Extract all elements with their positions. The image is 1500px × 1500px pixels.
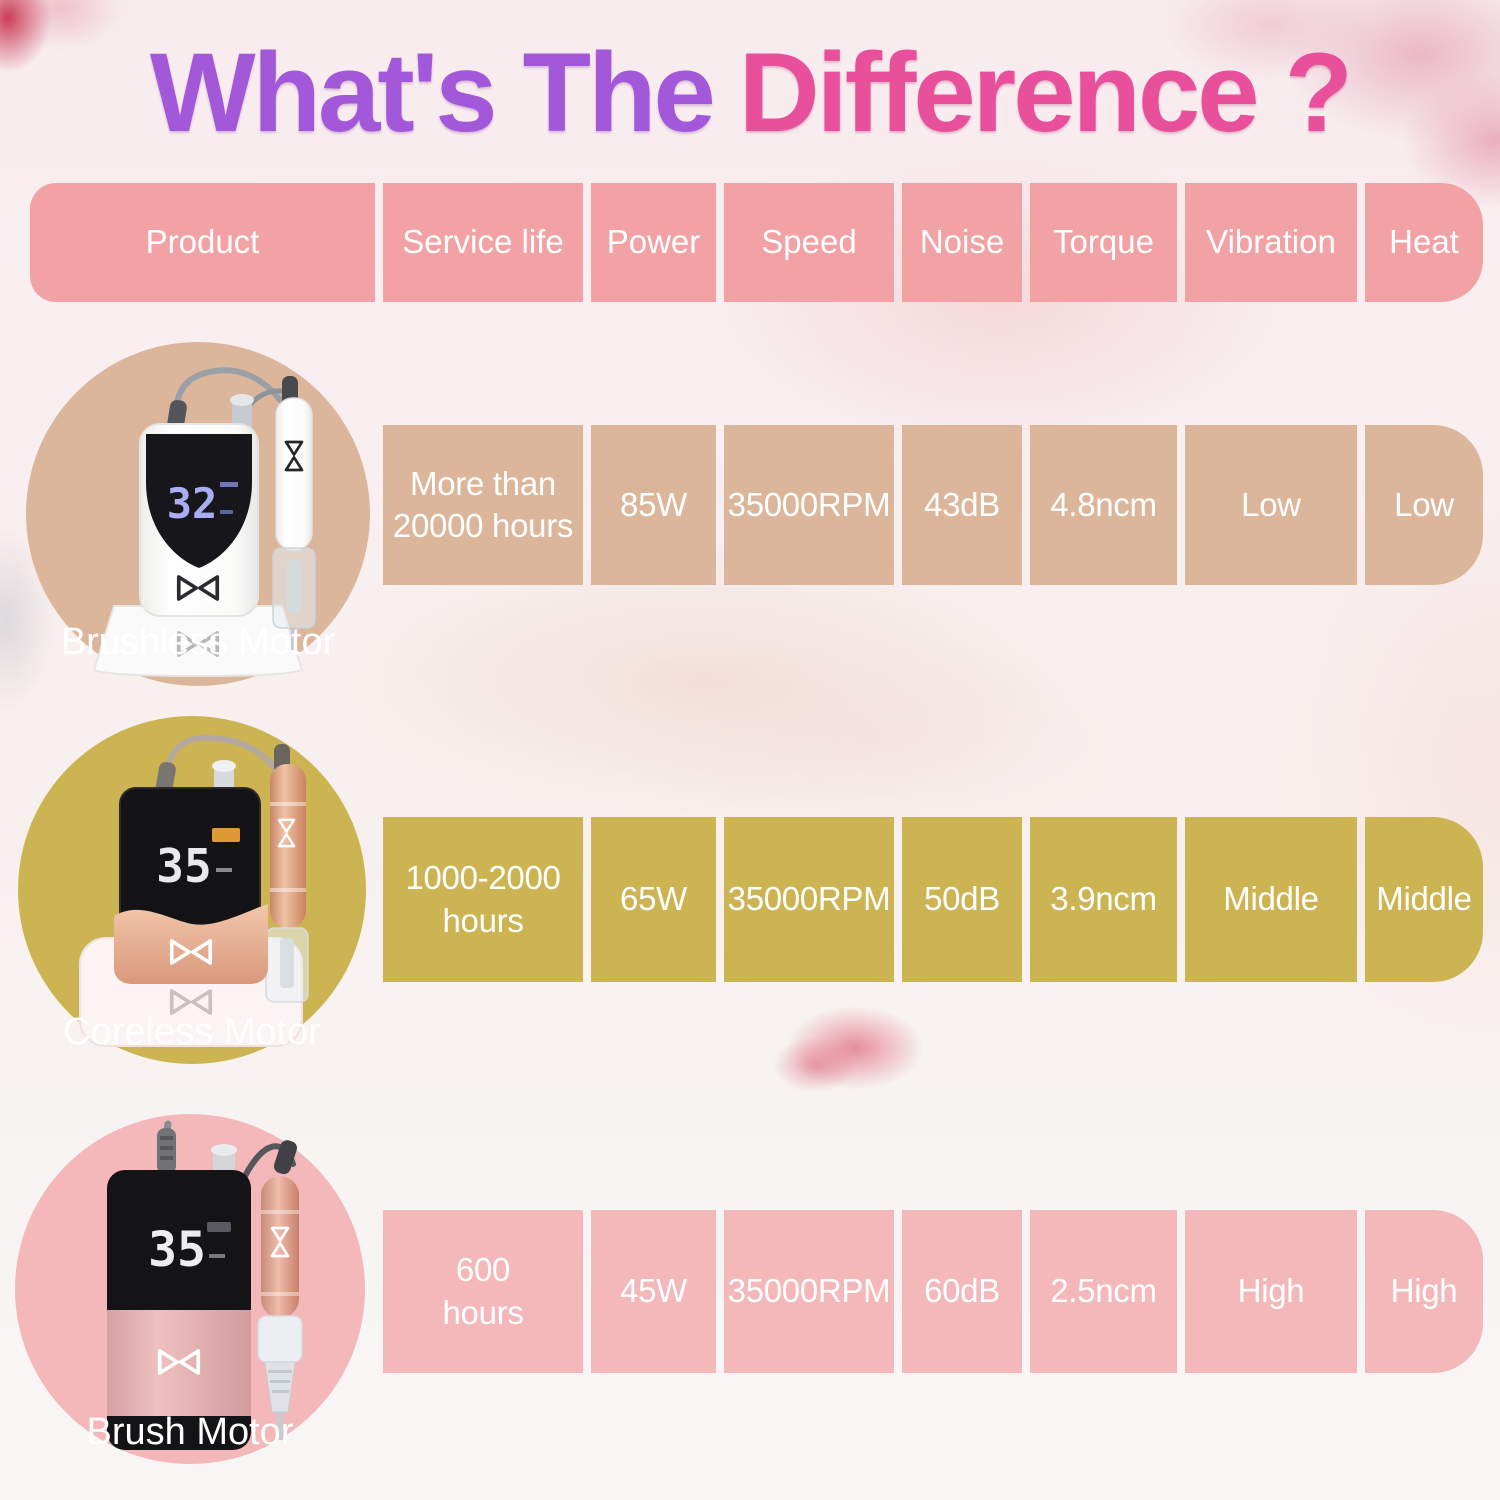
cell-brush-heat: High bbox=[1365, 1210, 1483, 1373]
service-life-line1: More than bbox=[410, 464, 556, 502]
cell-brush-noise: 60dB bbox=[902, 1210, 1022, 1373]
cell-brushless-torque: 4.8ncm bbox=[1030, 425, 1177, 585]
table-row-coreless: 1000-2000 hours 65W 35000RPM 50dB 3.9ncm… bbox=[383, 817, 1483, 982]
cell-coreless-noise: 50dB bbox=[902, 817, 1022, 982]
product-circle-brushless: 32 Brushless Motor bbox=[26, 342, 370, 686]
header-cell-speed: Speed bbox=[724, 183, 894, 302]
cell-coreless-vibration: Middle bbox=[1185, 817, 1357, 982]
product-circle-coreless: 35 Coreless Motor bbox=[18, 716, 366, 1064]
service-life-line1: 1000-2000 bbox=[405, 859, 561, 897]
page-title: What's The Difference ? bbox=[0, 28, 1500, 157]
service-life-line1: 600 bbox=[455, 1251, 511, 1289]
header-cell-heat: Heat bbox=[1365, 183, 1483, 302]
cell-coreless-power: 65W bbox=[591, 817, 716, 982]
brushless-display-value: 32 bbox=[167, 479, 218, 528]
cell-coreless-speed: 35000RPM bbox=[724, 817, 894, 982]
product-label-brush: Brush Motor bbox=[86, 1411, 294, 1453]
header-cell-vibration: Vibration bbox=[1185, 183, 1357, 302]
cell-brushless-power: 85W bbox=[591, 425, 716, 585]
title-part-pink: Difference ? bbox=[738, 30, 1353, 155]
brushless-device-illustration: 32 bbox=[93, 367, 316, 677]
cell-brush-torque: 2.5ncm bbox=[1030, 1210, 1177, 1373]
product-label-brushless: Brushless Motor bbox=[60, 621, 336, 663]
product-circle-brush: 35 Brush Motor bbox=[15, 1114, 365, 1464]
cell-brush-power: 45W bbox=[591, 1210, 716, 1373]
cell-coreless-service-life: 1000-2000 hours bbox=[383, 817, 583, 982]
brush-display-value: 35 bbox=[148, 1222, 206, 1278]
header-cell-torque: Torque bbox=[1030, 183, 1177, 302]
cell-brush-service-life: 600 hours bbox=[383, 1210, 583, 1373]
cell-brush-speed: 35000RPM bbox=[724, 1210, 894, 1373]
header-cell-service-life: Service life bbox=[383, 183, 583, 302]
title-part-purple: What's The bbox=[149, 30, 716, 155]
cell-brushless-service-life: More than 20000 hours bbox=[383, 425, 583, 585]
brush-device-illustration: 35 bbox=[107, 1120, 303, 1450]
header-cell-noise: Noise bbox=[902, 183, 1022, 302]
cell-coreless-torque: 3.9ncm bbox=[1030, 817, 1177, 982]
cell-coreless-heat: Middle bbox=[1365, 817, 1483, 982]
header-cell-product: Product bbox=[30, 183, 375, 302]
cell-brushless-vibration: Low bbox=[1185, 425, 1357, 585]
table-row-brushless: More than 20000 hours 85W 35000RPM 43dB … bbox=[383, 425, 1483, 585]
cell-brushless-heat: Low bbox=[1365, 425, 1483, 585]
header-cell-power: Power bbox=[591, 183, 716, 302]
cell-brush-vibration: High bbox=[1185, 1210, 1357, 1373]
coreless-device-illustration: 35 bbox=[79, 734, 309, 1047]
table-row-brush: 600 hours 45W 35000RPM 60dB 2.5ncm High … bbox=[383, 1210, 1483, 1373]
service-life-line2: hours bbox=[442, 901, 524, 939]
cell-brushless-noise: 43dB bbox=[902, 425, 1022, 585]
service-life-line2: 20000 hours bbox=[392, 507, 574, 544]
service-life-line2: hours bbox=[442, 1293, 524, 1331]
table-header-row: Product Service life Power Speed Noise T… bbox=[30, 183, 1483, 302]
cell-brushless-speed: 35000RPM bbox=[724, 425, 894, 585]
product-label-coreless: Coreless Motor bbox=[63, 1011, 321, 1053]
coreless-display-value: 35 bbox=[156, 839, 211, 893]
